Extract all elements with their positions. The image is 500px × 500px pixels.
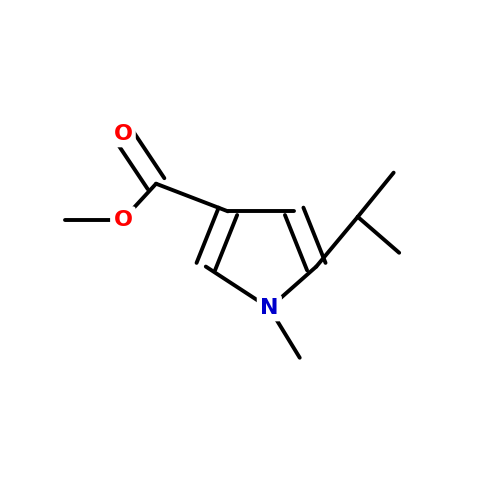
Text: O: O — [114, 124, 132, 144]
Text: N: N — [260, 298, 278, 318]
Text: O: O — [114, 210, 132, 230]
